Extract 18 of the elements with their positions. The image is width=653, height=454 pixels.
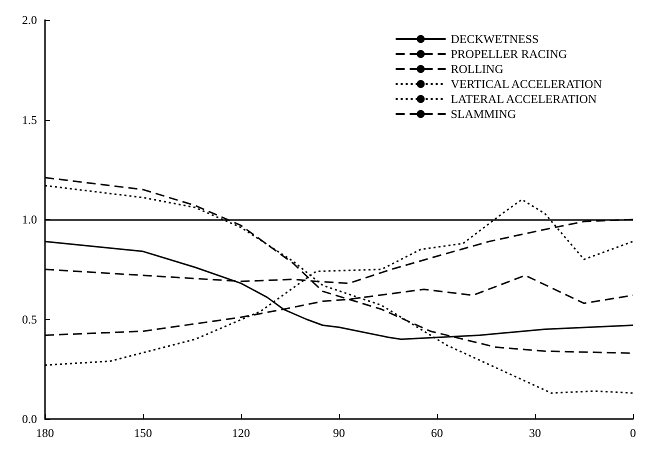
legend-label: PROPELLER RACING: [450, 47, 568, 61]
legend-label: VERTICAL ACCELERATION: [450, 77, 602, 91]
x-tick-label: 90: [333, 426, 345, 440]
x-tick-label: 150: [134, 426, 152, 440]
y-tick-label: 1.0: [22, 212, 37, 226]
x-tick-label: 60: [431, 426, 443, 440]
legend-label: DECKWETNESS: [450, 32, 539, 46]
x-tick-label: 120: [232, 426, 250, 440]
x-tick-label: 30: [529, 426, 541, 440]
y-tick-label: 2.0: [22, 13, 37, 27]
legend-label: ROLLING: [450, 62, 504, 76]
x-tick-label: 0: [630, 426, 636, 440]
legend-label: LATERAL ACCELERATION: [450, 92, 597, 106]
y-tick-label: 0.5: [22, 312, 37, 326]
legend-label: SLAMMING: [450, 107, 516, 121]
y-tick-label: 1.5: [22, 112, 37, 127]
y-tick-label: 0.0: [22, 412, 37, 426]
x-tick-label: 180: [36, 426, 54, 440]
